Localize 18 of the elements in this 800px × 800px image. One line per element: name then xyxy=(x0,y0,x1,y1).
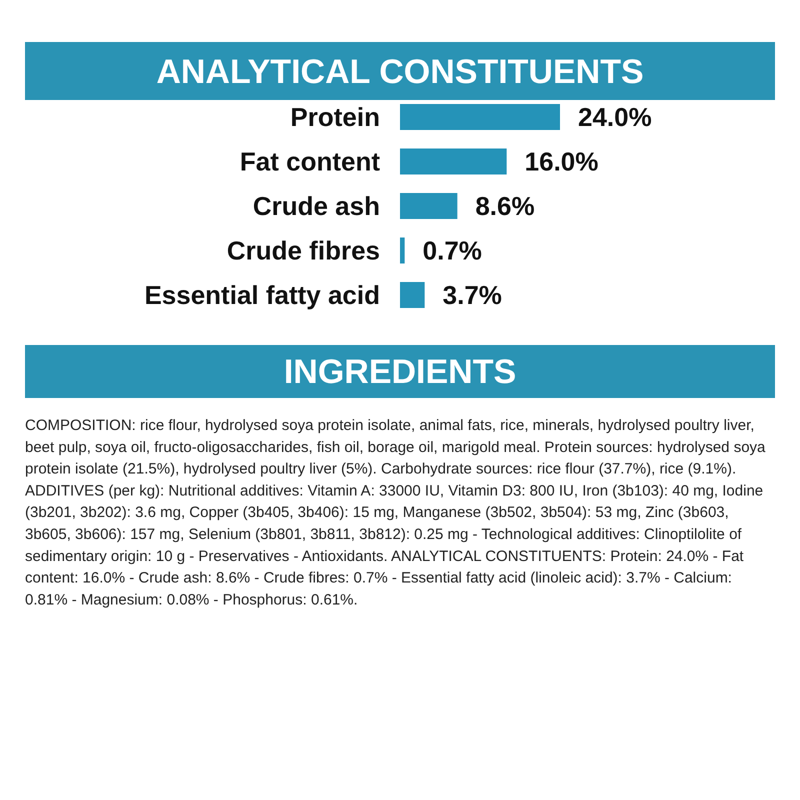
data-label: 24.0% xyxy=(578,102,652,132)
y-tick-label: Fat content xyxy=(240,146,380,176)
y-tick-label: Protein xyxy=(290,102,380,132)
bar xyxy=(400,282,425,308)
data-label: 3.7% xyxy=(442,280,502,310)
data-label: 0.7% xyxy=(422,236,482,266)
bar xyxy=(400,193,458,219)
chart-title: ANALYTICAL CONSTITUENTS xyxy=(156,53,644,91)
bar xyxy=(400,104,560,130)
bar xyxy=(400,148,507,174)
y-tick-label: Crude fibres xyxy=(226,236,380,266)
bar xyxy=(400,238,405,264)
text: INGREDIENTS xyxy=(284,353,516,391)
data-label: 16.0% xyxy=(524,146,598,176)
data-label: 8.6% xyxy=(475,191,535,221)
text: COMPOSITION: rice flour, hydrolysed soya protein isolate, animal fats, rice, minerals, hydrolysed poultry liver, beet pulp, soya oil, fructo-oligosaccharides, fish oil, borage oil, marigold meal. Protein sources: hydrolysed soya protein isolate (21.5%), hydrolysed poultry liver (5%). Carbohydrate sources: rice flour (37.7%), rice (9.1%). ADDITIVES (per kg): Nutritional additives: Vitamin A: 33000 IU, Vitamin D3: 800 IU, Iron (3b103): 40 mg, Iodine (3b201, 3b202): 3.6 mg, Copper (3b405, 3b406): 15 mg, Manganese (3b502, 3b504): 53 mg, Zinc (3b603, 3b605, 3b606): 157 mg, Selenium (3b801, 3b811, 3b812): 0.25 mg - Technological additives: Clinoptilolite of sedimentary origin: 10 g - Preservatives - Antioxidants. ANALYTICAL CONSTITUENTS: Protein: 24.0% - Fat content: 16.0% - Crude ash: 8.6% - Crude fibres: 0.7% - Essential fatty acid (linoleic acid): 3.7% - Calcium: 0.81% - Magnesium: 0.08% - Phosphorus: 0.61%. xyxy=(25,417,766,608)
y-tick-label: Essential fatty acid xyxy=(144,280,380,310)
y-tick-label: Crude ash xyxy=(252,191,380,221)
